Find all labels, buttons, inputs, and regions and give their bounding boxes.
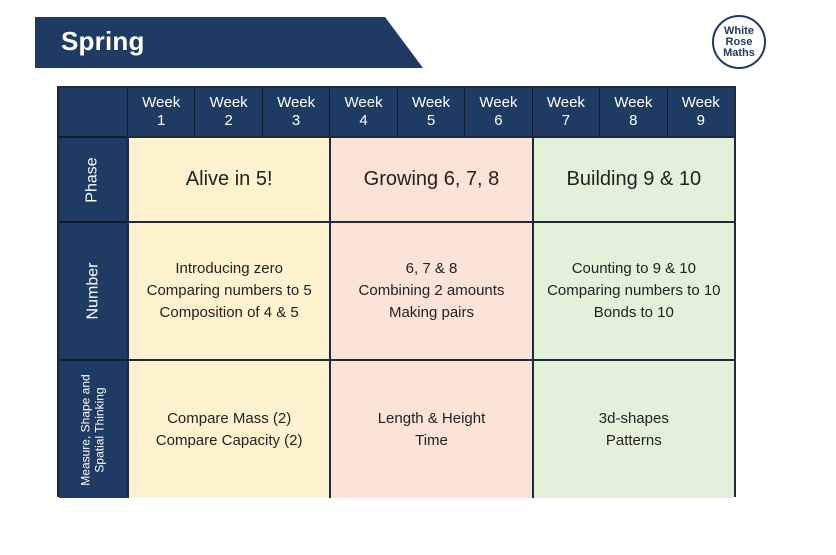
white-rose-maths-logo: White Rose Maths (712, 15, 766, 69)
phase-cell: Building 9 & 10 (531, 136, 734, 221)
week-number: 7 (561, 112, 571, 129)
week-label: Week (277, 94, 316, 111)
week-header: Week 1 (127, 88, 195, 136)
topic-line: 3d-shapes (598, 409, 669, 427)
week-number: 4 (359, 112, 368, 129)
topic-line: 6, 7 & 8 (405, 260, 458, 277)
topic-line: Comparing numbers to 10 (547, 282, 721, 299)
week-label: Week (209, 94, 248, 111)
row-header-label: Measure, Shape and Spatial Thinking (79, 374, 107, 485)
logo-line: Maths (723, 46, 755, 59)
season-banner: Spring (35, 17, 423, 68)
week-label: Week (614, 94, 653, 111)
week-number: 5 (426, 112, 436, 129)
topic-line: Compare Mass (2) (167, 409, 292, 427)
measure-cell: Compare Mass (2) Compare Capacity (2) (127, 359, 330, 498)
page-title: Spring (61, 26, 145, 56)
measure-cell: 3d-shapes Patterns (531, 359, 734, 498)
curriculum-table: Week 1 Week 2 Week 3 Week 4 Week 5 Week 6 Week… (57, 86, 736, 498)
topic-line: Bonds to 10 (593, 304, 674, 321)
week-number: 1 (157, 112, 166, 129)
phase-cell: Growing 6, 7, 8 (329, 136, 532, 221)
week-label: Week (479, 94, 518, 111)
number-cell: Introducing zero Comparing numbers to 5 … (127, 221, 330, 359)
row-header-line: Spatial Thinking (93, 386, 108, 473)
week-number: 8 (629, 112, 638, 129)
row-header-line: Measure, Shape and (79, 373, 94, 486)
week-label: Week (411, 94, 451, 111)
row-header-phase: Phase (59, 136, 127, 221)
week-header: Week 9 (666, 88, 734, 136)
topic-line: Counting to 9 & 10 (571, 260, 696, 277)
number-cell: Counting to 9 & 10 Comparing numbers to … (531, 221, 734, 359)
week-label: Week (344, 94, 383, 111)
week-header: Week 6 (464, 88, 532, 136)
logo-line: Rose (725, 35, 753, 48)
topic-line: Making pairs (388, 304, 475, 321)
week-number: 6 (494, 112, 503, 129)
week-header: Week 3 (261, 88, 330, 136)
phase-cell: Alive in 5! (127, 136, 330, 221)
row-header-label: Number (84, 262, 101, 320)
week-number: 9 (696, 112, 705, 129)
week-header: Week 5 (396, 88, 465, 136)
topic-line: Patterns (605, 431, 662, 449)
week-header: Week 4 (329, 88, 397, 136)
week-label: Week (681, 94, 720, 111)
logo-line: White (724, 24, 754, 37)
week-label: Week (142, 94, 181, 111)
week-number: 2 (224, 112, 233, 129)
table-corner (59, 88, 127, 136)
number-cell: 6, 7 & 8 Combining 2 amounts Making pair… (329, 221, 532, 359)
week-header: Week 7 (531, 88, 600, 136)
topic-line: Length & Height (377, 409, 486, 427)
week-number: 3 (291, 112, 301, 129)
row-header-label: Phase (84, 156, 101, 203)
topic-line: Compare Capacity (2) (155, 431, 303, 449)
topic-line: Time (415, 431, 448, 449)
topic-line: Composition of 4 & 5 (159, 304, 299, 321)
week-label: Week (546, 94, 585, 111)
topic-line: Combining 2 amounts (358, 282, 505, 299)
topic-line: Introducing zero (175, 260, 283, 277)
week-header: Week 2 (194, 88, 262, 136)
week-header: Week 8 (599, 88, 667, 136)
topic-line: Comparing numbers to 5 (146, 282, 312, 299)
row-header-measure: Measure, Shape and Spatial Thinking (59, 359, 127, 498)
row-header-number: Number (59, 221, 127, 359)
measure-cell: Length & Height Time (329, 359, 532, 498)
